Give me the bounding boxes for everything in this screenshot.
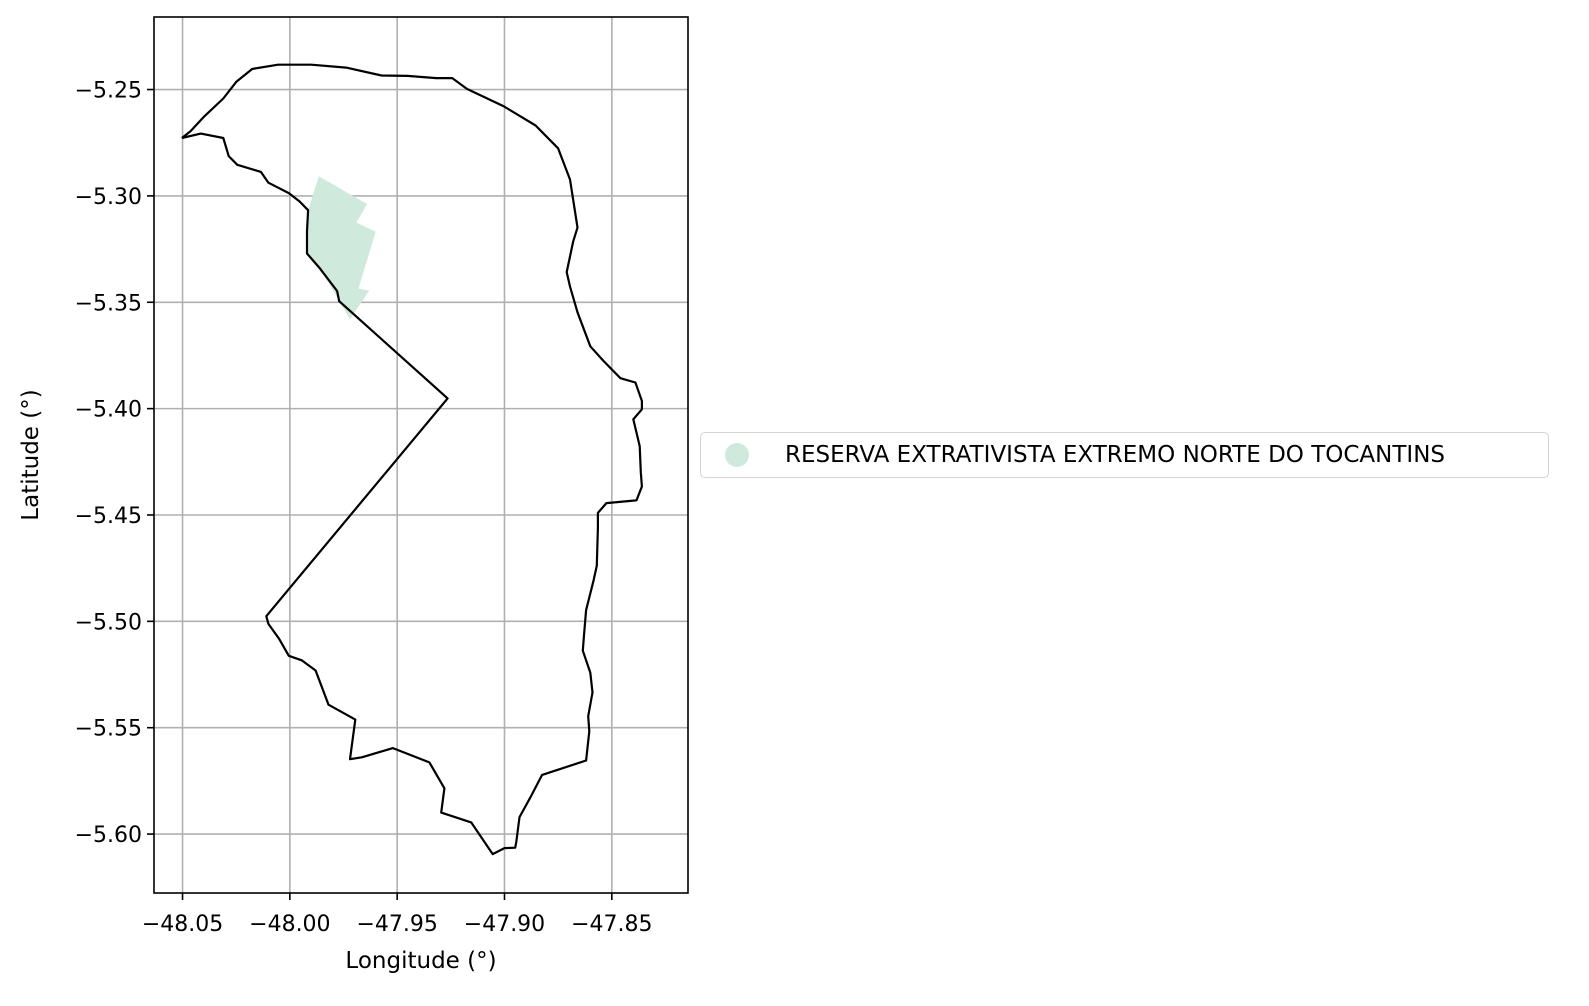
y-tick-label: −5.30 [75, 185, 142, 210]
y-tick-label: −5.55 [75, 717, 142, 742]
y-tick-label: −5.50 [75, 610, 142, 635]
x-tick-label: −47.95 [356, 912, 437, 937]
map-shapes [181, 63, 644, 856]
x-axis-label: Longitude (°) [345, 948, 496, 974]
x-tick-label: −47.90 [464, 912, 545, 937]
x-tick-label: −48.05 [142, 912, 223, 937]
legend-label-reserva: RESERVA EXTRATIVISTA EXTREMO NORTE DO TO… [785, 442, 1445, 468]
axis-ticks: −48.05 −48.00 −47.95 −47.90 −47.85 −5.25 −5.30… [75, 79, 653, 937]
y-tick-label: −5.60 [75, 823, 142, 848]
x-tick-label: −47.85 [571, 912, 652, 937]
legend: RESERVA EXTRATIVISTA EXTREMO NORTE DO TO… [700, 432, 1549, 478]
x-tick-label: −48.00 [249, 912, 330, 937]
grid-lines [154, 17, 688, 893]
y-axis-label: Latitude (°) [18, 389, 44, 520]
reserva-polygon [307, 176, 376, 320]
municipality-outline [181, 63, 644, 856]
plot-frame [153, 16, 689, 894]
y-tick-label: −5.45 [75, 504, 142, 529]
y-tick-label: −5.40 [75, 398, 142, 423]
legend-swatch-reserva [725, 443, 749, 467]
y-tick-label: −5.25 [75, 79, 142, 104]
y-tick-label: −5.35 [75, 291, 142, 316]
